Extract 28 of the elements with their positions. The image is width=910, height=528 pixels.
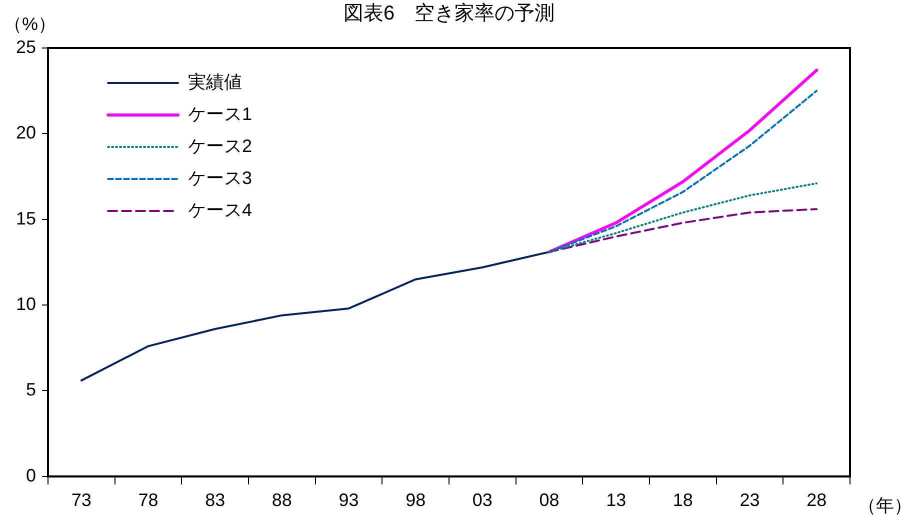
y-tick-label: 15 [16,208,36,228]
y-tick-label: 0 [26,465,36,486]
x-tick-label: 88 [272,490,292,510]
y-tick-label: 20 [16,122,36,143]
y-axis-title: （%） [4,14,56,34]
line-series [548,182,818,253]
legend-label: ケース2 [188,136,252,156]
x-tick-label: 18 [672,490,693,510]
y-tick-label: 5 [26,380,36,400]
x-tick-label: 73 [71,490,92,510]
y-tick-label: 10 [16,294,36,314]
legend-label: ケース4 [188,200,252,220]
chart-title: 図表6 空き家率の予測 [343,2,555,25]
x-tick-label: 83 [205,490,226,510]
x-tick-label: 98 [406,490,426,510]
legend-label: 実績値 [188,72,242,92]
x-tick-label: 78 [138,490,158,510]
legend-label: ケース3 [188,168,252,188]
x-axis-title: （年） [858,495,910,516]
x-tick-label: 03 [472,490,492,510]
x-tick-label: 08 [539,490,560,510]
legend-label: ケース1 [188,104,252,124]
line-series [548,208,818,253]
y-tick-label: 25 [16,36,36,57]
x-tick-label: 23 [740,490,760,510]
x-tick-label: 93 [338,490,359,510]
x-tick-label: 13 [606,490,626,510]
x-tick-label: 28 [806,490,827,510]
